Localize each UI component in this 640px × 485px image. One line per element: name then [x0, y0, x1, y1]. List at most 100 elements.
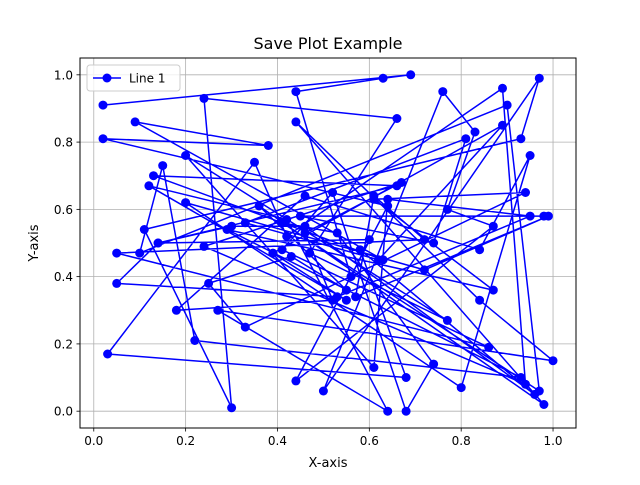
data-point-marker — [263, 141, 273, 150]
x-tick-label: 0.8 — [452, 434, 471, 448]
data-point-marker — [98, 134, 108, 144]
data-point-marker — [378, 73, 388, 83]
x-tick-label: 0.0 — [84, 434, 103, 448]
data-point-marker — [227, 403, 237, 413]
data-point-marker — [282, 231, 292, 241]
data-point-marker — [525, 211, 535, 221]
data-point-marker — [112, 278, 122, 288]
data-point-marker — [332, 228, 342, 238]
data-point-marker — [516, 134, 526, 144]
data-point-marker — [429, 359, 439, 369]
data-point-marker — [521, 188, 530, 197]
x-tick-label: 1.0 — [543, 434, 562, 448]
series-layer — [98, 70, 558, 416]
data-point-marker — [300, 228, 310, 238]
data-point-marker — [401, 373, 411, 382]
data-point-marker — [521, 379, 530, 389]
data-point-marker — [475, 295, 485, 305]
data-point-marker — [98, 100, 108, 110]
data-point-marker — [291, 117, 301, 127]
data-point-marker — [401, 406, 411, 416]
y-axis-label: Y-axis — [27, 224, 42, 262]
chart-title: Save Plot Example — [253, 34, 402, 53]
data-point-marker — [516, 373, 526, 382]
data-point-marker — [190, 336, 200, 345]
data-point-marker — [149, 171, 158, 181]
data-point-marker — [181, 151, 191, 160]
data-point-marker — [240, 218, 250, 228]
data-point-marker — [112, 248, 122, 258]
data-point-marker — [341, 295, 351, 305]
data-point-marker — [199, 93, 209, 103]
data-point-marker — [369, 363, 379, 372]
data-point-marker — [277, 245, 287, 255]
data-point-marker — [442, 315, 452, 325]
legend-label: Line 1 — [129, 72, 165, 86]
data-point-marker — [406, 70, 416, 80]
data-point-marker — [419, 265, 429, 275]
data-point-marker — [181, 198, 191, 208]
data-point-marker — [484, 342, 494, 352]
data-point-marker — [222, 225, 232, 234]
data-point-marker — [268, 248, 278, 258]
data-point-marker — [328, 295, 338, 305]
data-point-marker — [144, 181, 154, 191]
y-tick-label: 0.2 — [54, 337, 73, 351]
data-point-marker — [213, 305, 223, 315]
data-point-marker — [254, 201, 264, 211]
data-point-marker — [103, 349, 113, 359]
data-point-marker — [199, 241, 209, 251]
data-point-marker — [534, 386, 544, 396]
data-point-marker — [300, 221, 310, 231]
data-point-marker — [364, 235, 374, 245]
axis-ticks: 0.0 0.2 0.4 0.6 0.8 1.0 0.0 0.2 0.4 0.6 0.8 1.0 — [54, 68, 563, 448]
data-point-marker — [295, 211, 305, 221]
data-point-marker — [539, 211, 549, 221]
data-point-marker — [488, 221, 498, 231]
data-point-marker — [498, 120, 507, 130]
data-point-marker — [250, 157, 259, 167]
y-tick-label: 0.4 — [54, 270, 73, 284]
data-point-marker — [204, 278, 214, 288]
data-point-marker — [158, 161, 168, 171]
data-point-marker — [171, 305, 181, 315]
data-point-marker — [488, 285, 498, 295]
legend: Line 1 — [86, 64, 181, 92]
x-tick-label: 0.2 — [176, 434, 195, 448]
series-line — [102, 74, 554, 412]
data-point-marker — [461, 134, 471, 144]
y-tick-label: 0.6 — [54, 203, 73, 217]
data-point-marker — [374, 255, 383, 265]
data-point-marker — [429, 238, 439, 248]
x-tick-label: 0.6 — [360, 434, 379, 448]
data-point-marker — [355, 245, 365, 255]
data-point-marker — [539, 400, 549, 409]
data-point-marker — [318, 386, 328, 396]
x-tick-label: 0.4 — [268, 434, 287, 448]
data-point-marker — [383, 201, 393, 211]
data-point-marker — [383, 194, 393, 204]
data-point-marker — [351, 292, 361, 302]
legend-marker-swatch — [102, 73, 112, 83]
data-point-marker — [525, 151, 535, 160]
data-point-marker — [135, 248, 145, 258]
data-point-marker — [282, 215, 292, 224]
data-point-marker — [498, 83, 507, 93]
x-axis-label: X-axis — [309, 456, 348, 471]
data-point-marker — [240, 322, 250, 332]
data-point-marker — [383, 406, 393, 416]
y-tick-label: 1.0 — [54, 68, 73, 82]
data-point-marker — [534, 73, 544, 83]
legend-box — [86, 64, 181, 92]
data-point-marker — [300, 191, 310, 201]
y-tick-label: 0.8 — [54, 136, 73, 150]
data-point-marker — [392, 114, 402, 123]
data-point-marker — [341, 285, 351, 295]
data-point-marker — [438, 87, 448, 97]
data-point-marker — [470, 127, 480, 137]
data-point-marker — [369, 194, 379, 204]
data-point-marker — [442, 204, 452, 214]
data-point-marker — [291, 376, 301, 386]
